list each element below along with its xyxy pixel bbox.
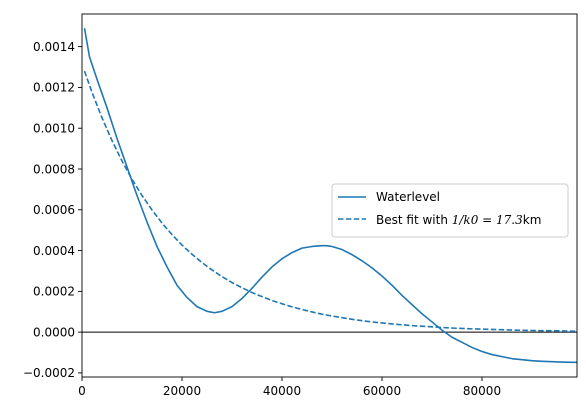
y-tick-label: 0.0008 (33, 162, 75, 176)
legend-entry-waterlevel: Waterlevel (338, 190, 440, 204)
y-tick-label: 0.0014 (33, 40, 75, 54)
x-axis: 0 20000 40000 60000 80000 (78, 377, 501, 398)
y-tick-label: 0.0010 (33, 122, 75, 136)
y-tick-label: 0.0000 (33, 325, 75, 339)
series-line-best-fit (83, 70, 577, 332)
x-tick-label: 20000 (163, 384, 201, 398)
series-line-waterlevel (83, 28, 577, 364)
plot-area (81, 13, 578, 378)
x-tick-label: 60000 (363, 384, 401, 398)
legend-label-best-fit-prefix: Best fit with (376, 213, 452, 227)
y-tick-label: 0.0006 (33, 203, 75, 217)
x-tick-label: 40000 (263, 384, 301, 398)
legend-label-best-fit: Best fit with 1/k0 = 17.3km (376, 213, 541, 227)
y-tick-label: 0.0002 (33, 285, 75, 299)
legend: Waterlevel Best fit with 1/k0 = 17.3km (331, 183, 569, 238)
legend-label-best-fit-suffix: km (523, 213, 542, 227)
y-tick-label: −0.0002 (23, 366, 75, 380)
x-tick-label: 0 (78, 384, 86, 398)
x-tick-label: 80000 (463, 384, 501, 398)
legend-label-waterlevel: Waterlevel (376, 190, 440, 204)
y-tick-label: 0.0004 (33, 244, 75, 258)
legend-box (331, 183, 569, 238)
legend-entry-best-fit: Best fit with 1/k0 = 17.3km (338, 213, 541, 227)
plot-frame (81, 13, 578, 378)
y-tick-label: 0.0012 (33, 81, 75, 95)
y-axis: −0.0002 0.0000 0.0002 0.0004 0.0006 0.0008 0.0… (23, 40, 82, 380)
legend-label-best-fit-math: 1/k0 = 17.3 (452, 213, 523, 227)
